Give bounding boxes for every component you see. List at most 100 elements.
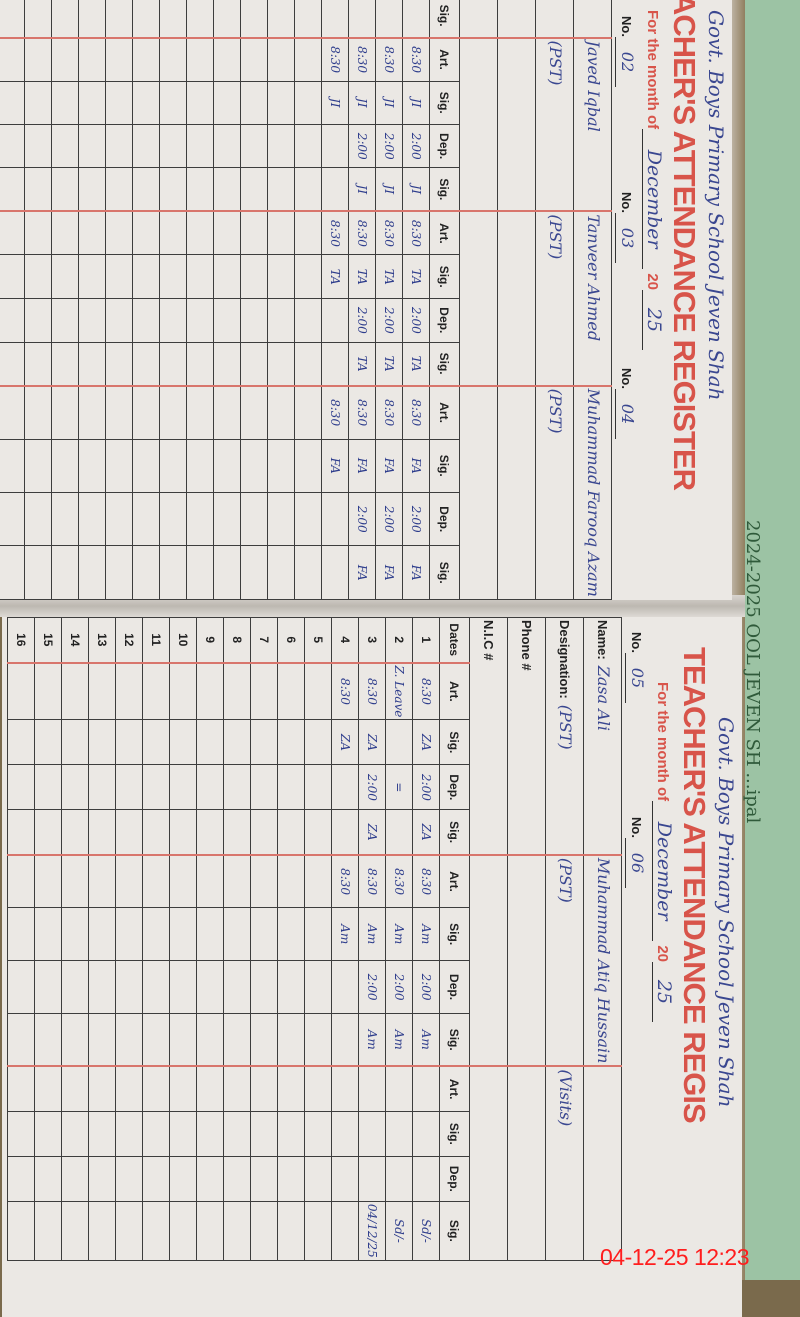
attendance-cell xyxy=(213,298,241,343)
attendance-cell xyxy=(132,298,160,343)
column-header-sig: Sig. xyxy=(429,0,460,38)
teacher-designation-cell: (PST) xyxy=(535,37,574,212)
attendance-cell xyxy=(304,1201,332,1261)
green-register-background xyxy=(745,0,800,1280)
attendance-cell xyxy=(24,342,52,386)
attendance-cell xyxy=(294,298,322,343)
teacher-phone-cell xyxy=(497,385,536,600)
header-row-name: Name: Zasa Ali Muhammad Atiq Hussain xyxy=(583,617,622,1261)
attendance-cell xyxy=(331,1156,359,1202)
column-header-dep: Dep. xyxy=(439,764,470,810)
attendance-cell xyxy=(331,1013,359,1067)
attendance-cell: 8:30 xyxy=(331,662,359,720)
no-value: 04 xyxy=(615,388,638,439)
attendance-cell xyxy=(105,492,133,546)
attendance-cell: 2:00 xyxy=(358,960,386,1014)
attendance-cell xyxy=(34,907,62,961)
attendance-cell xyxy=(267,254,295,299)
attendance-cell xyxy=(105,254,133,299)
no-label: No. xyxy=(619,16,634,37)
teacher-designation-cell: (Visits) xyxy=(545,1066,584,1261)
attendance-cell xyxy=(105,439,133,493)
attendance-cell xyxy=(240,211,268,255)
attendance-cell xyxy=(78,545,106,600)
no-value: 05 xyxy=(625,652,648,703)
attendance-cell: TA xyxy=(375,254,403,299)
attendance-cell xyxy=(34,960,62,1014)
attendance-cell xyxy=(304,1156,332,1202)
attendance-cell xyxy=(267,385,295,440)
attendance-cell xyxy=(159,81,187,125)
no-label: No. xyxy=(619,368,634,389)
attendance-cell xyxy=(78,37,106,82)
attendance-cell xyxy=(267,37,295,82)
month-value: December xyxy=(652,801,675,942)
attendance-cell: 8:30 xyxy=(321,385,349,440)
attendance-cell: ZA xyxy=(331,719,359,765)
attendance-cell xyxy=(196,719,224,765)
attendance-cell: TA xyxy=(402,342,430,386)
attendance-cell xyxy=(115,719,143,765)
attendance-cell xyxy=(105,0,133,38)
attendance-cell xyxy=(7,1201,35,1261)
attendance-cell xyxy=(240,439,268,493)
school-name: Govt. Boys Primary School Jeven Shah xyxy=(714,717,738,1108)
date-cell: 8 xyxy=(223,617,251,663)
attendance-cell xyxy=(240,545,268,600)
attendance-cell xyxy=(169,854,197,908)
attendance-row: 5 xyxy=(304,617,332,1261)
attendance-cell: FA xyxy=(375,545,403,600)
attendance-cell: 2:00 xyxy=(412,960,440,1014)
attendance-cell xyxy=(51,124,79,168)
attendance-cell xyxy=(213,81,241,125)
attendance-row: 9 xyxy=(196,617,224,1261)
attendance-cell: TA xyxy=(321,254,349,299)
attendance-cell xyxy=(196,1201,224,1261)
attendance-cell xyxy=(34,662,62,720)
attendance-cell xyxy=(61,1111,89,1157)
attendance-cell xyxy=(348,0,376,38)
attendance-cell xyxy=(223,764,251,810)
teacher-phone-cell xyxy=(497,0,536,38)
attendance-cell xyxy=(132,342,160,386)
attendance-cell xyxy=(277,764,305,810)
attendance-cell xyxy=(78,0,106,38)
date-cell: 2 xyxy=(385,617,413,663)
teacher-designation-cell: (HM) xyxy=(535,0,574,38)
date-cell: 4 xyxy=(331,617,359,663)
attendance-cell xyxy=(132,492,160,546)
attendance-cell xyxy=(142,764,170,810)
attendance-cell xyxy=(51,342,79,386)
attendance-cell xyxy=(277,1111,305,1157)
attendance-cell xyxy=(250,1201,278,1261)
attendance-cell xyxy=(0,167,25,212)
attendance-cell xyxy=(24,167,52,212)
attendance-cell xyxy=(7,1066,35,1112)
attendance-cell xyxy=(277,960,305,1014)
attendance-cell xyxy=(331,764,359,810)
attendance-cell xyxy=(142,719,170,765)
attendance-cell xyxy=(196,1111,224,1157)
attendance-cell: Sd/- xyxy=(412,1201,440,1261)
attendance-cell xyxy=(24,81,52,125)
attendance-row xyxy=(24,0,52,600)
attendance-cell xyxy=(186,254,214,299)
attendance-cell xyxy=(78,298,106,343)
attendance-cell xyxy=(294,211,322,255)
attendance-cell xyxy=(169,764,197,810)
year-value: 25 xyxy=(652,962,675,1023)
attendance-cell xyxy=(196,960,224,1014)
teacher-designation: (Visits) xyxy=(556,1069,575,1127)
attendance-cell xyxy=(213,211,241,255)
attendance-cell xyxy=(115,1066,143,1112)
attendance-cell xyxy=(277,1201,305,1261)
attendance-row: 7 xyxy=(250,617,278,1261)
attendance-cell xyxy=(223,907,251,961)
attendance-cell xyxy=(240,167,268,212)
attendance-cell xyxy=(88,764,116,810)
designation-label: Designation: xyxy=(557,620,572,699)
teacher-phone-cell xyxy=(507,854,546,1067)
header-row-designation: Designation: (PST) (PST) (Visits) xyxy=(545,617,584,1261)
attendance-cell xyxy=(24,124,52,168)
column-header-art: Art. xyxy=(439,854,470,908)
